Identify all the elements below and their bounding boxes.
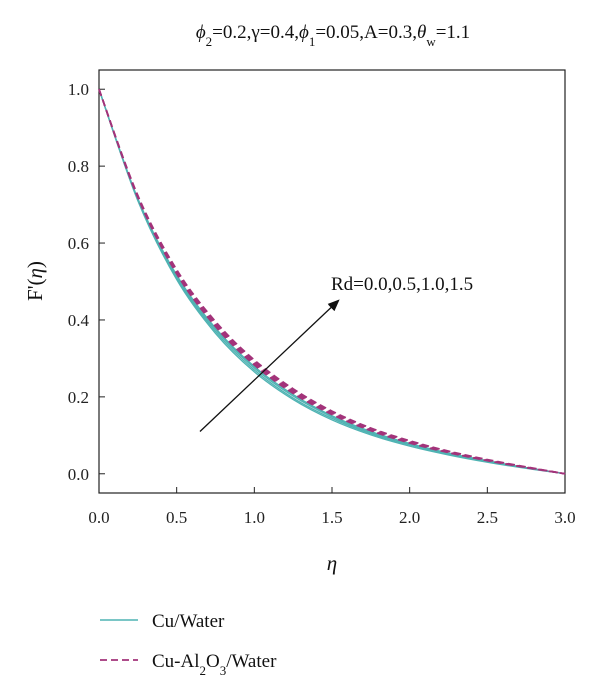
series-group — [98, 88, 566, 475]
x-tick-label: 3.0 — [554, 508, 575, 527]
x-tick-label: 1.5 — [321, 508, 342, 527]
series-line-cu-al2o3-water-rd-1-5 — [98, 88, 566, 475]
x-tick-label: 2.0 — [399, 508, 420, 527]
rd-trend-arrow — [199, 299, 340, 432]
y-tick-label: 1.0 — [68, 80, 89, 99]
x-axis-ticks: 0.0 0.5 1.0 1.5 2.0 2.5 3.0 — [88, 487, 576, 527]
y-axis-ticks: 0.0 0.2 0.4 0.6 0.8 1.0 — [68, 80, 105, 484]
legend-label-cu-al2o3-water: Cu-Al2O3/Water — [152, 651, 277, 678]
x-tick-label: 0.5 — [166, 508, 187, 527]
y-tick-label: 0.0 — [68, 465, 89, 484]
y-tick-label: 0.6 — [68, 234, 89, 253]
y-axis-label: F'(η) — [23, 261, 47, 301]
x-tick-label: 2.5 — [477, 508, 498, 527]
x-axis-label: η — [327, 551, 337, 575]
x-tick-label: 1.0 — [244, 508, 265, 527]
rd-annotation: Rd=0.0,0.5,1.0,1.5 — [331, 274, 473, 295]
legend: Cu/Water Cu-Al2O3/Water — [100, 611, 277, 678]
x-tick-label: 0.0 — [88, 508, 109, 527]
y-tick-label: 0.4 — [68, 311, 90, 330]
y-tick-label: 0.8 — [68, 157, 89, 176]
y-tick-label: 0.2 — [68, 388, 89, 407]
legend-label-cu-water: Cu/Water — [152, 611, 225, 632]
series-line-cu-water-rd-0-5 — [98, 89, 566, 475]
chart-title: ϕ2=0.2,γ=0.4,ϕ1=0.05,A=0.3,θw=1.1 — [196, 22, 470, 49]
